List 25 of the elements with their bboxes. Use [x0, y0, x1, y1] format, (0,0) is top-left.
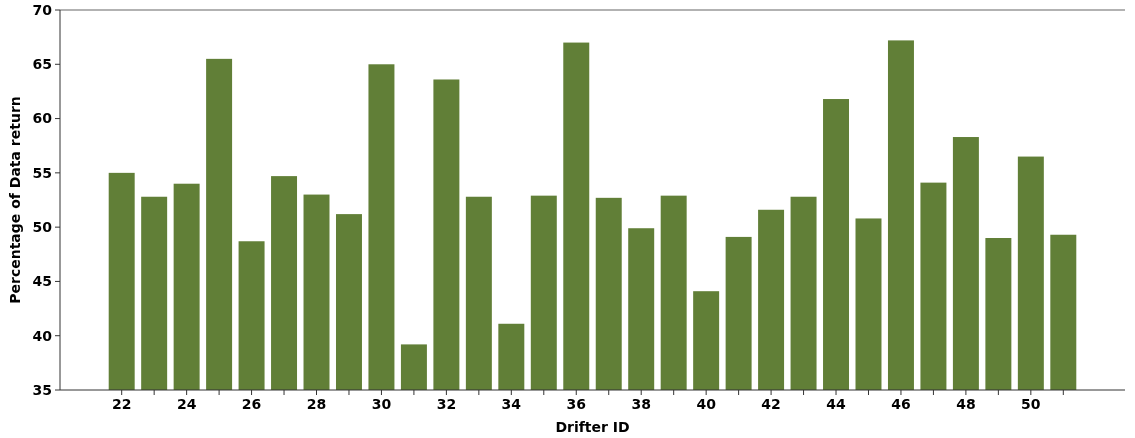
x-tick-label: 48: [956, 396, 976, 412]
x-tick-label: 44: [826, 396, 847, 412]
x-tick-label: 22: [111, 396, 132, 412]
x-tick-label: 32: [436, 396, 457, 412]
y-axis-title: Percentage of Data return: [7, 96, 23, 304]
y-tick-label: 45: [32, 273, 52, 290]
y-tick-label: 50: [32, 219, 53, 236]
x-axis-title: Drifter ID: [555, 419, 630, 435]
y-tick-label: 35: [32, 381, 52, 398]
x-tick-label: 34: [501, 396, 522, 412]
y-tick-label: 40: [32, 327, 53, 344]
y-tick-label: 65: [32, 56, 52, 73]
x-tick-label: 38: [631, 396, 651, 412]
x-tick-label: 46: [891, 396, 911, 412]
x-tick-label: 40: [696, 396, 717, 412]
x-tick-label: 50: [1021, 396, 1041, 412]
x-tick-label: 36: [566, 396, 587, 412]
x-tick-label: 28: [306, 396, 327, 412]
y-tick-label: 70: [32, 1, 53, 18]
y-tick-label: 55: [32, 164, 52, 181]
y-tick-label: 60: [32, 110, 53, 127]
x-tick-label: 30: [371, 396, 392, 412]
x-tick-label: 24: [176, 396, 197, 412]
x-tick-label: 42: [761, 396, 781, 412]
x-tick-label: 26: [241, 396, 262, 412]
